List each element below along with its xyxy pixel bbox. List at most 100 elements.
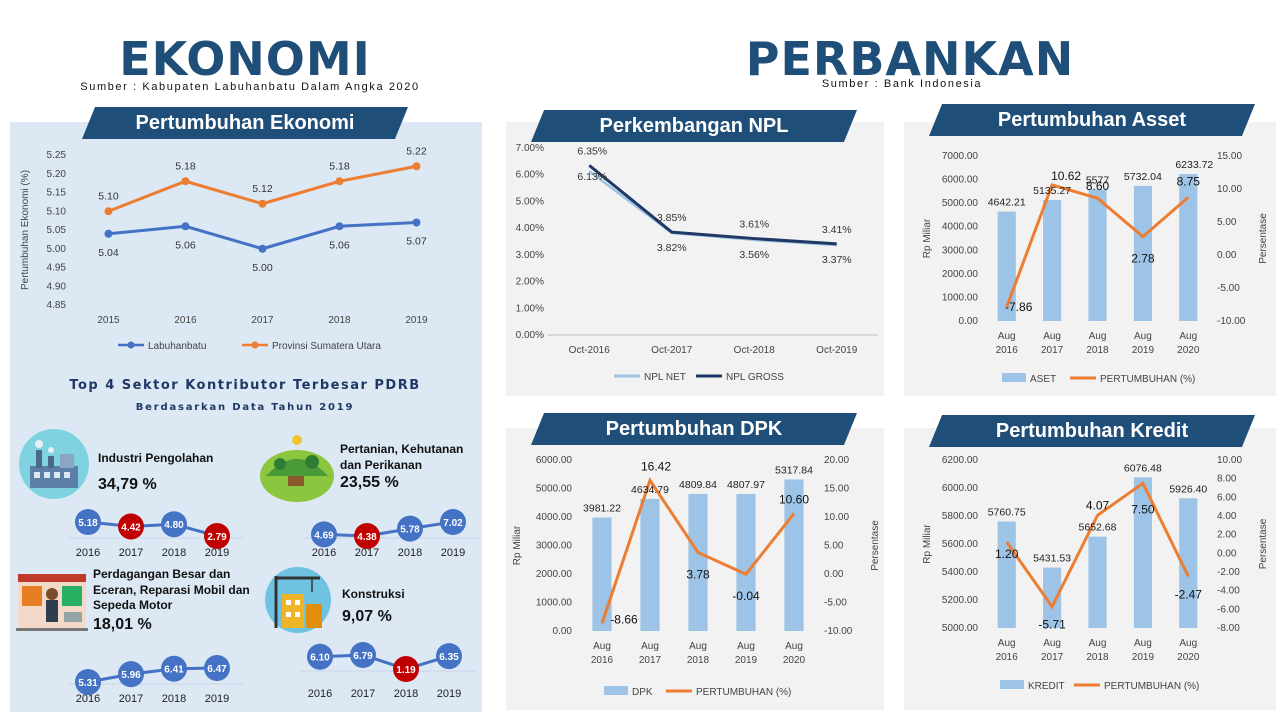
y2-tick-label: -5.00 bbox=[824, 598, 847, 609]
bar bbox=[736, 493, 756, 631]
mini-point bbox=[311, 521, 337, 548]
y-tick-label: 5.00 bbox=[47, 244, 67, 255]
data-point bbox=[181, 177, 190, 186]
mini-point bbox=[75, 669, 101, 695]
x-tick-label: Aug bbox=[1043, 331, 1061, 342]
mini-point bbox=[161, 511, 187, 538]
bar bbox=[1133, 477, 1152, 628]
bar bbox=[1088, 189, 1107, 321]
y2-tick-label: 2.00 bbox=[1217, 530, 1237, 541]
sector-mini-chart: 5.31 2016 5.96 2017 6.41 2018 6.47 2019 bbox=[68, 655, 244, 705]
bar bbox=[1179, 498, 1198, 628]
growth-value-label: 10.62 bbox=[1051, 169, 1081, 183]
mini-year-label: 2018 bbox=[162, 693, 186, 705]
y2-tick-label: -8.00 bbox=[1217, 623, 1240, 634]
perbankan-source: Sumber : Bank Indonesia bbox=[821, 78, 983, 90]
mini-point bbox=[118, 513, 144, 540]
mini-year-label: 2019 bbox=[437, 688, 461, 700]
x-tick-label-year: 2019 bbox=[735, 655, 758, 666]
growth-value-label: 8.60 bbox=[1086, 179, 1110, 193]
growth-value-label: 4.07 bbox=[1086, 498, 1110, 512]
legend-label: PERTUMBUHAN (%) bbox=[1100, 374, 1195, 385]
y-tick-label: 2.00% bbox=[516, 277, 544, 288]
y2-axis-label: Persentase bbox=[1258, 213, 1269, 264]
bar-value-label: 4809.84 bbox=[679, 479, 717, 491]
npl-panel bbox=[506, 122, 884, 396]
x-tick-label: Aug bbox=[1089, 638, 1107, 649]
bar bbox=[997, 521, 1016, 628]
x-tick-label: Aug bbox=[1179, 638, 1197, 649]
growth-line bbox=[600, 477, 796, 624]
data-label: 6.35% bbox=[577, 145, 607, 157]
perbankan-title: PERBANKAN bbox=[745, 32, 1075, 86]
data-label: 5.06 bbox=[175, 239, 196, 251]
data-label: 3.37% bbox=[822, 254, 852, 266]
mini-value-label: 2.79 bbox=[207, 532, 227, 543]
data-point bbox=[335, 177, 344, 186]
x-tick-label-year: 2016 bbox=[996, 345, 1019, 356]
mini-line bbox=[87, 666, 218, 684]
top4-title: Top 4 Sektor Kontributor Terbesar PDRB bbox=[69, 378, 421, 393]
y2-tick-label: 0.00 bbox=[1217, 548, 1237, 559]
legend-swatch-marker bbox=[127, 341, 135, 349]
y2-tick-label: -4.00 bbox=[1217, 586, 1240, 597]
y-axis-label: Pertumbuhan Ekonomi (%) bbox=[20, 170, 31, 290]
x-tick-label: Aug bbox=[998, 638, 1016, 649]
y-tick-label: 6.00% bbox=[516, 170, 544, 181]
mini-point bbox=[436, 643, 462, 670]
legend-label: Provinsi Sumatera Utara bbox=[272, 341, 381, 352]
construction-icon bbox=[265, 567, 331, 633]
bar-value-label: 5926.40 bbox=[1169, 483, 1207, 495]
data-label: 3.85% bbox=[657, 212, 687, 224]
y-tick-label: 0.00 bbox=[553, 626, 573, 637]
x-tick-label: Aug bbox=[689, 641, 707, 652]
y-tick-label: 5400.00 bbox=[942, 567, 979, 578]
bar-value-label: 5317.84 bbox=[775, 464, 813, 476]
x-tick-label: Aug bbox=[1134, 638, 1152, 649]
data-label: 5.22 bbox=[406, 145, 427, 157]
sector-name-industri: Industri Pengolahan bbox=[98, 451, 214, 465]
y-axis-label: Rp Miliar bbox=[512, 525, 523, 565]
growth-value-label: 10.60 bbox=[779, 493, 809, 507]
mini-value-label: 4.42 bbox=[121, 522, 141, 533]
x-tick-label-year: 2018 bbox=[1086, 345, 1109, 356]
growth-line bbox=[1005, 481, 1190, 610]
data-point bbox=[412, 218, 421, 227]
y2-tick-label: -5.00 bbox=[1217, 283, 1240, 294]
bar-value-label: 6076.48 bbox=[1124, 462, 1162, 474]
legend-label: ASET bbox=[1030, 374, 1056, 385]
x-tick-label-year: 2020 bbox=[1177, 345, 1200, 356]
bar bbox=[1043, 567, 1062, 628]
bar-value-label: 6233.72 bbox=[1175, 159, 1213, 171]
y-tick-label: 5000.00 bbox=[942, 198, 979, 209]
y-tick-label: 5.00% bbox=[516, 196, 544, 207]
mini-point bbox=[204, 655, 230, 681]
y2-tick-label: 6.00 bbox=[1217, 492, 1237, 503]
x-tick-label-year: 2019 bbox=[1132, 652, 1155, 663]
y-tick-label: 6200.00 bbox=[942, 455, 979, 466]
data-label: 6.13% bbox=[577, 171, 607, 183]
data-label: 3.82% bbox=[657, 242, 687, 254]
y-tick-label: 6000.00 bbox=[536, 455, 573, 466]
mini-point bbox=[354, 523, 380, 549]
y-tick-label: 1.00% bbox=[516, 303, 544, 314]
bar-value-label: 5732.04 bbox=[1124, 171, 1162, 183]
x-tick-label: 2018 bbox=[328, 315, 351, 326]
y-tick-label: 5600.00 bbox=[942, 539, 979, 550]
y2-axis-label: Persentase bbox=[1258, 518, 1269, 569]
ekonomi-chart: 4.85 4.90 4.95 5.00 5.05 5.10 5.15 5.20 5.25 Pert… bbox=[20, 145, 428, 352]
x-tick-label: Oct-2016 bbox=[569, 345, 611, 356]
mini-year-label: 2018 bbox=[162, 547, 186, 559]
mini-year-label: 2017 bbox=[119, 547, 143, 559]
sector-pct-perdagangan: 18,01 % bbox=[93, 616, 152, 633]
npl-chart: 0.00% 1.00% 2.00% 3.00% 4.00% 5.00% 6.00% 7.00%… bbox=[516, 143, 878, 383]
data-label: 5.12 bbox=[252, 183, 273, 195]
data-label: 5.06 bbox=[329, 239, 350, 251]
data-label: 5.04 bbox=[98, 247, 119, 259]
x-tick-label: 2016 bbox=[174, 315, 197, 326]
mini-value-label: 6.35 bbox=[439, 652, 459, 663]
x-tick-label: Oct-2017 bbox=[651, 345, 693, 356]
y-tick-label: 4.95 bbox=[47, 263, 67, 274]
asset-banner: Pertumbuhan Asset bbox=[929, 104, 1255, 136]
x-tick-label: Oct-2018 bbox=[734, 345, 776, 356]
